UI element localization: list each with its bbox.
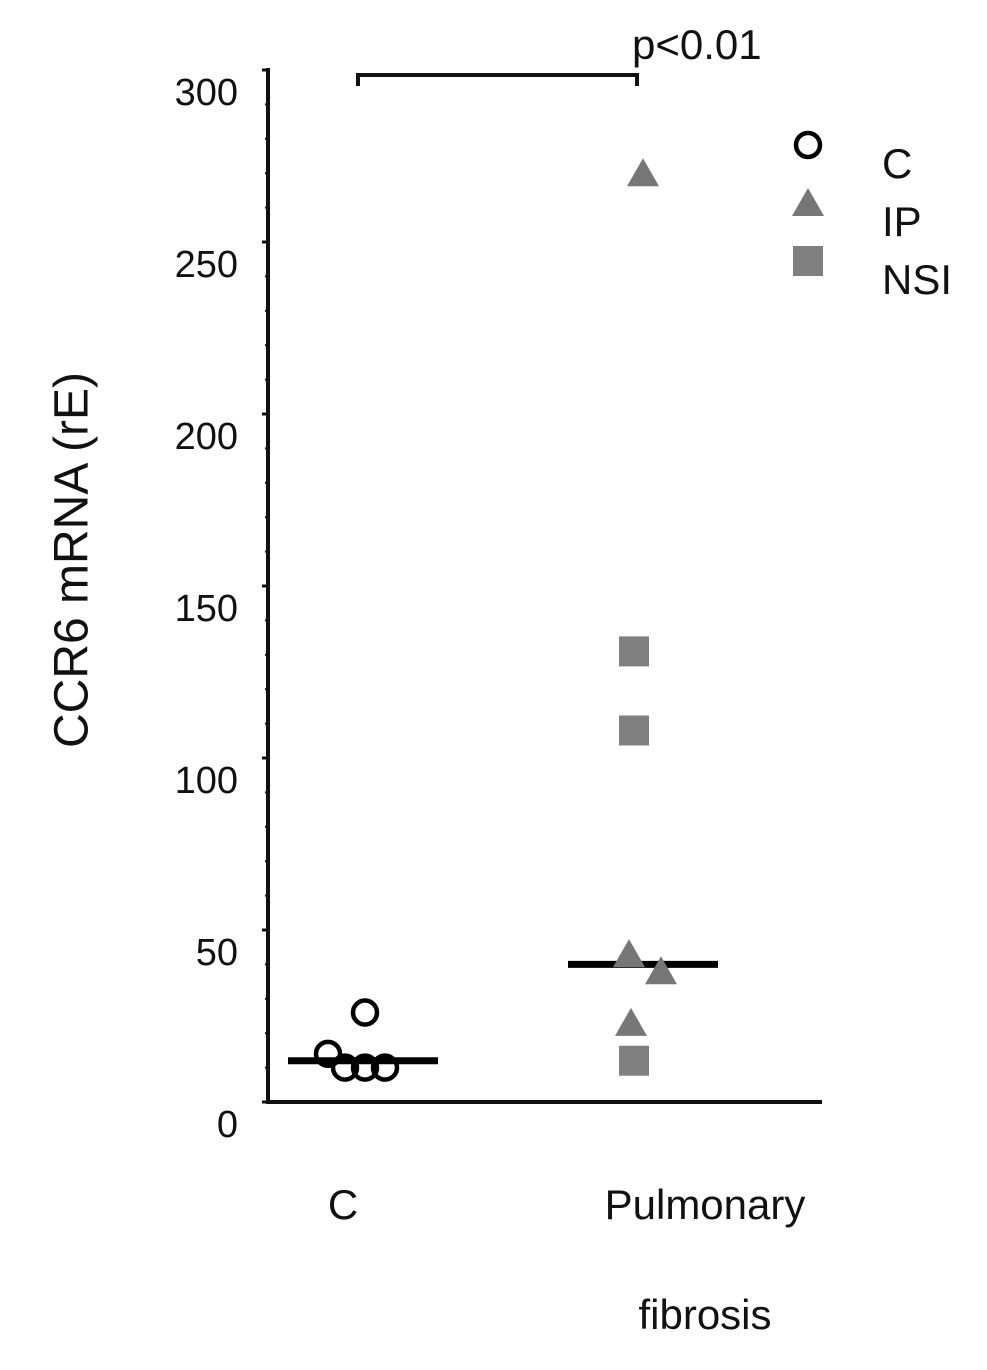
y-tick-label: 150 xyxy=(175,588,238,630)
legend-marker xyxy=(793,246,823,276)
legend-label: C xyxy=(882,140,912,187)
data-point xyxy=(313,1039,343,1069)
y-tick-label: 50 xyxy=(196,932,238,974)
y-tick-label: 200 xyxy=(175,416,238,458)
y-axis-label: CCR6 mRNA (rE) xyxy=(46,372,99,748)
data-point xyxy=(619,1045,649,1076)
annotation: p<0.01 xyxy=(632,21,762,68)
data-point xyxy=(615,1007,647,1036)
data-point xyxy=(330,1053,360,1082)
data-point xyxy=(619,715,649,746)
y-tick-label: 0 xyxy=(217,1104,238,1146)
y-tick-label: 300 xyxy=(175,72,238,114)
legend-label: IP xyxy=(882,198,922,245)
data-point xyxy=(350,1053,380,1082)
data-point xyxy=(619,636,649,667)
legend-marker xyxy=(792,188,824,216)
legend-label: NSI xyxy=(882,256,952,303)
legend-marker xyxy=(793,130,823,160)
data-point xyxy=(613,939,645,968)
data-point xyxy=(627,158,659,187)
y-tick-label: 250 xyxy=(175,244,238,286)
y-tick-label: 100 xyxy=(175,760,238,802)
x-tick-label: C xyxy=(327,1181,359,1228)
x-tick-label: Pulmonary fibrosis xyxy=(604,1181,806,1338)
data-point xyxy=(645,956,677,985)
data-point xyxy=(370,1053,400,1082)
data-point xyxy=(350,998,380,1027)
